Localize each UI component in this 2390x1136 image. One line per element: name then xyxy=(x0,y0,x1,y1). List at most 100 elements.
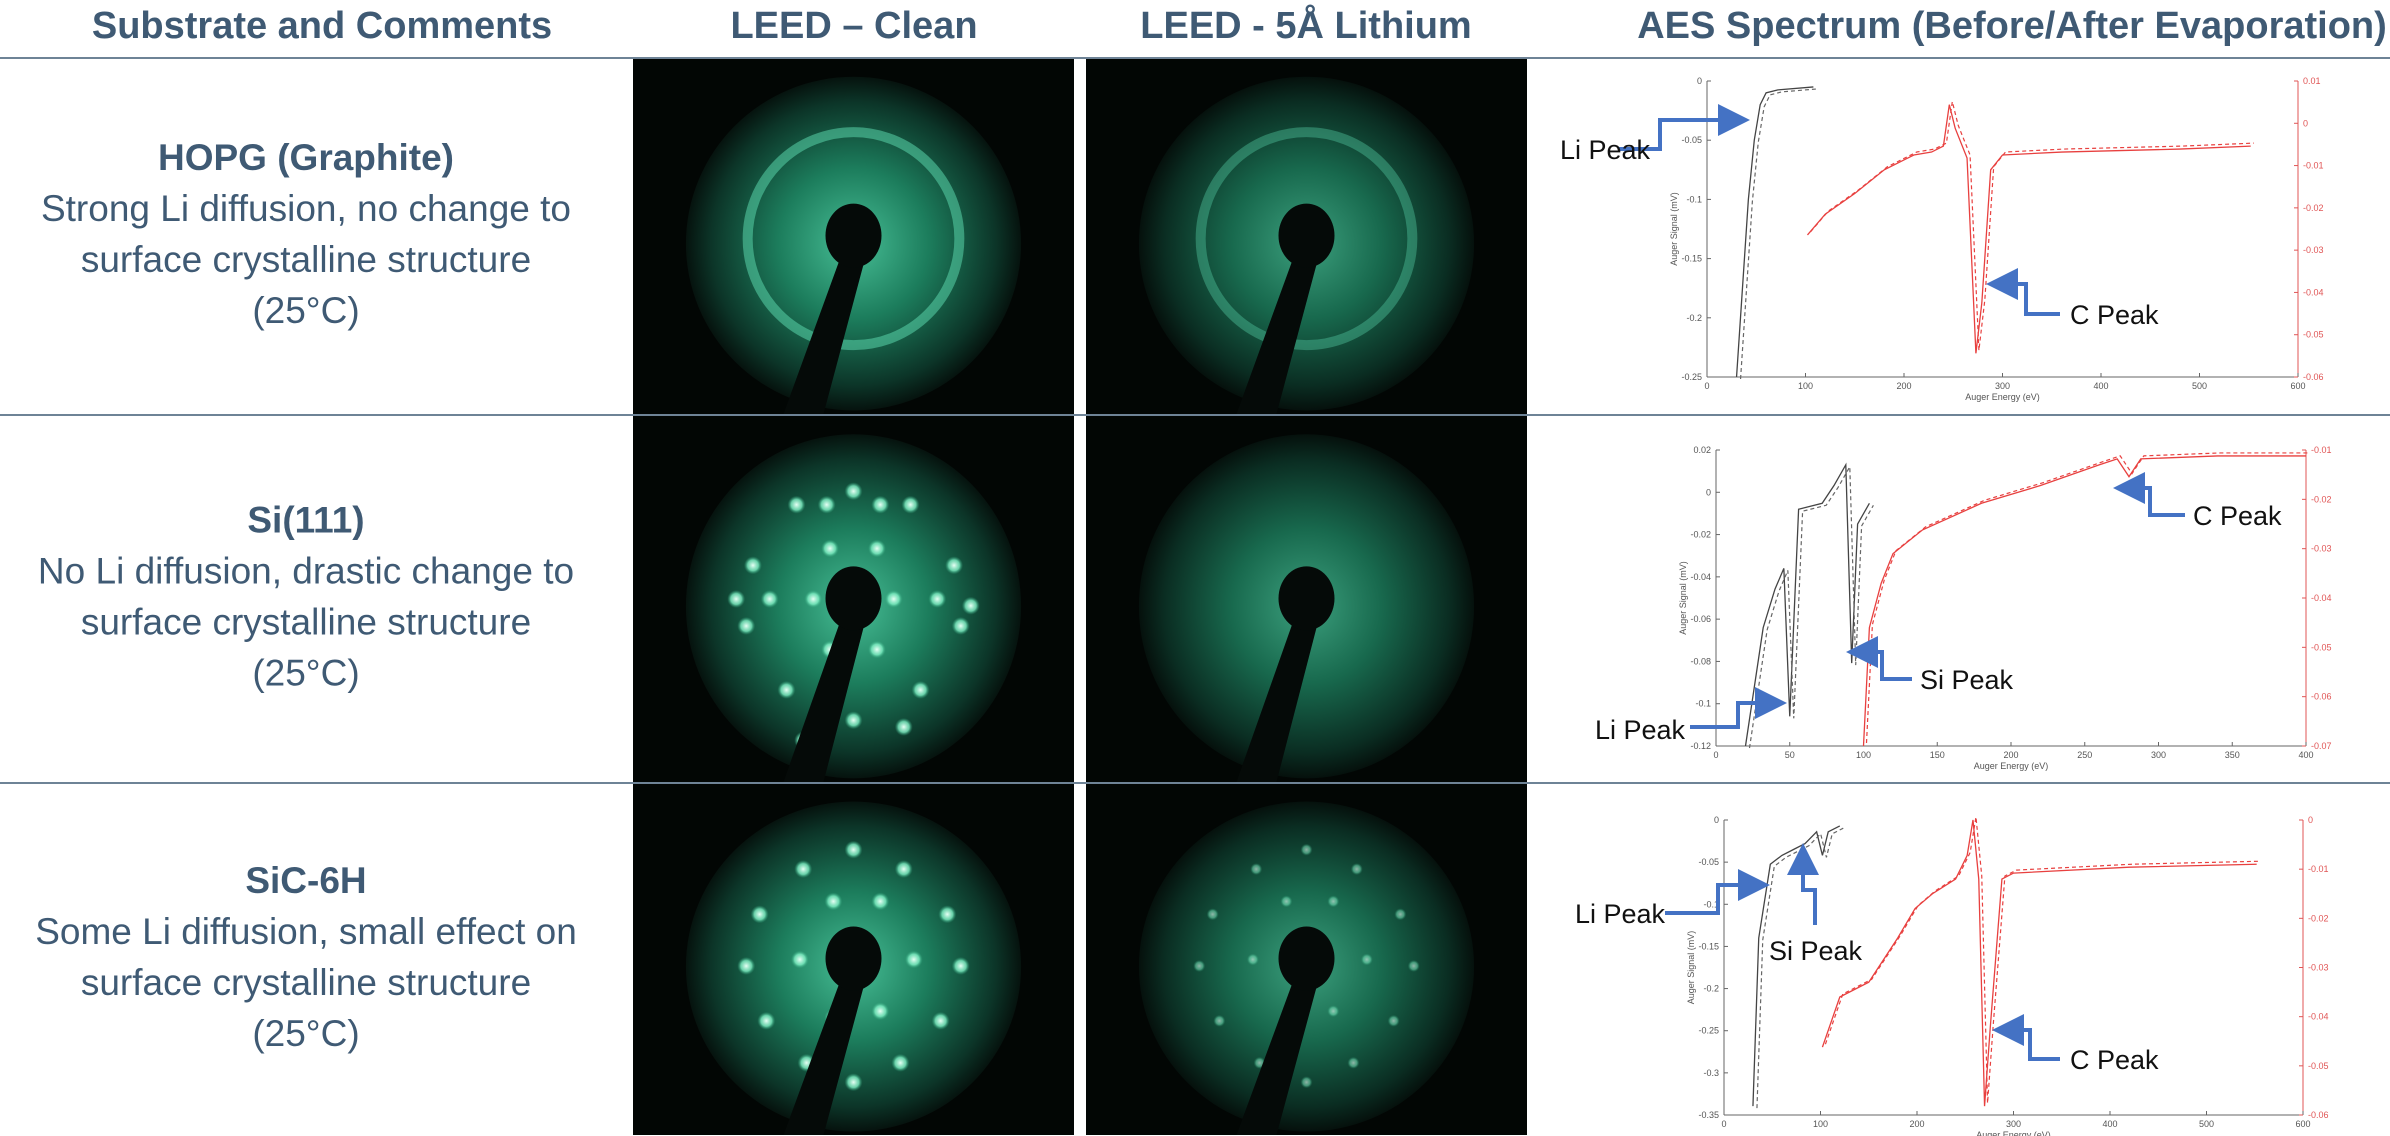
y2-tick-label: 0 xyxy=(2308,815,2313,825)
peak-arrow xyxy=(1858,652,1912,679)
x-tick-label: 300 xyxy=(2006,1119,2021,1129)
leed-spot xyxy=(791,951,809,969)
leed-gun-head xyxy=(826,566,882,630)
y2-tick-label: -0.06 xyxy=(2311,692,2332,702)
leed-spot xyxy=(962,597,980,615)
leed-spot xyxy=(1301,844,1313,856)
y-tick-label: 0 xyxy=(1714,815,1719,825)
substrate-comment: surface crystalline structure xyxy=(81,602,531,643)
substrate-comment: (25°C) xyxy=(252,290,359,331)
substrate-name: HOPG (Graphite) xyxy=(158,137,454,178)
peak-label: C Peak xyxy=(2193,501,2282,531)
y-tick-label: -0.2 xyxy=(1703,984,1719,994)
y2-tick-label: -0.02 xyxy=(2303,203,2324,213)
y-tick-label: -0.15 xyxy=(1681,254,1702,264)
leed-spot xyxy=(932,1012,950,1030)
y-tick-label: -0.3 xyxy=(1703,1068,1719,1078)
leed-gun-head xyxy=(826,204,882,268)
y-tick-label: -0.12 xyxy=(1690,741,1711,751)
y2-tick-label: -0.02 xyxy=(2311,494,2332,504)
y-tick-label: -0.04 xyxy=(1690,572,1711,582)
leed-spot xyxy=(1327,1005,1339,1017)
column-header: Substrate and Comments xyxy=(92,5,552,47)
substrate-name: Si(111) xyxy=(247,500,364,541)
y-tick-label: -0.25 xyxy=(1698,1026,1719,1036)
peak-label: Si Peak xyxy=(1769,936,1863,966)
leed-spot xyxy=(952,957,970,975)
y-tick-label: -0.25 xyxy=(1681,372,1702,382)
leed-spot xyxy=(1247,954,1259,966)
x-tick-label: 200 xyxy=(1896,381,1911,391)
x-tick-label: 200 xyxy=(2003,750,2018,760)
leed-spot xyxy=(885,590,903,608)
leed-spot xyxy=(1280,895,1292,907)
leed-spot xyxy=(737,617,755,635)
y2-tick-label: -0.01 xyxy=(2311,445,2332,455)
leed-spot xyxy=(788,496,806,514)
substrate-comment: (25°C) xyxy=(252,653,359,694)
leed-image xyxy=(633,784,1074,1135)
y-tick-label: 0 xyxy=(1706,487,1711,497)
y-tick-label: -0.1 xyxy=(1695,699,1711,709)
leed-spot xyxy=(845,1073,863,1091)
leed-spot xyxy=(938,905,956,923)
x-tick-label: 50 xyxy=(1785,750,1795,760)
spectrum-after xyxy=(1741,89,1818,379)
y2-tick-label: -0.04 xyxy=(2303,287,2324,297)
leed-spot xyxy=(845,711,863,729)
y2-tick-label: -0.03 xyxy=(2308,963,2329,973)
peak-label: Li Peak xyxy=(1560,135,1651,165)
y-tick-label: -0.1 xyxy=(1686,194,1702,204)
x-tick-label: 400 xyxy=(2093,381,2108,391)
x-axis-label: Auger Energy (eV) xyxy=(1965,392,2040,402)
leed-image xyxy=(1086,416,1527,782)
y-axis-label: Auger Signal (mV) xyxy=(1678,561,1688,635)
peak-label: Li Peak xyxy=(1575,899,1666,929)
x-tick-label: 600 xyxy=(2290,381,2305,391)
leed-spot xyxy=(1351,863,1363,875)
y2-tick-label: -0.05 xyxy=(2303,330,2324,340)
y2-tick-label: -0.06 xyxy=(2303,372,2324,382)
y-tick-label: -0.2 xyxy=(1686,313,1702,323)
x-tick-label: 100 xyxy=(1856,750,1871,760)
y-tick-label: -0.35 xyxy=(1698,1110,1719,1120)
peak-arrow xyxy=(1803,855,1815,925)
leed-spot xyxy=(928,590,946,608)
leed-spot xyxy=(1250,863,1262,875)
leed-spot xyxy=(751,905,769,923)
slide: Substrate and CommentsLEED – CleanLEED -… xyxy=(0,0,2390,1136)
leed-spot xyxy=(757,1012,775,1030)
leed-spot xyxy=(794,860,812,878)
leed-spot xyxy=(1207,908,1219,920)
y-tick-label: -0.05 xyxy=(1698,857,1719,867)
leed-spot xyxy=(761,590,779,608)
page: Substrate and CommentsLEED – CleanLEED -… xyxy=(0,0,2390,1136)
x-axis-label: Auger Energy (eV) xyxy=(1974,761,2049,771)
leed-spot xyxy=(895,860,913,878)
y2-tick-label: 0 xyxy=(2303,118,2308,128)
leed-spot xyxy=(952,617,970,635)
spectrum-after xyxy=(1867,453,2310,743)
leed-gun-head xyxy=(1279,927,1335,991)
spectrum-before xyxy=(1807,105,2250,354)
leed-spot xyxy=(871,1002,889,1020)
x-tick-label: 400 xyxy=(2102,1119,2117,1129)
substrate-comment: (25°C) xyxy=(252,1013,359,1054)
leed-spot xyxy=(1301,1076,1313,1088)
leed-spot xyxy=(871,892,889,910)
peak-label: Si Peak xyxy=(1920,665,2014,695)
y-axis-label: Auger Signal (mV) xyxy=(1686,931,1696,1005)
leed-spot xyxy=(824,892,842,910)
leed-spot xyxy=(1213,1015,1225,1027)
peak-arrow xyxy=(2125,488,2185,515)
y2-tick-label: -0.04 xyxy=(2311,593,2332,603)
leed-gun-head xyxy=(1279,204,1335,268)
x-tick-label: 250 xyxy=(2077,750,2092,760)
x-tick-label: 500 xyxy=(2199,1119,2214,1129)
x-tick-label: 0 xyxy=(1721,1119,1726,1129)
x-tick-label: 350 xyxy=(2225,750,2240,760)
x-tick-label: 500 xyxy=(2192,381,2207,391)
peak-label: C Peak xyxy=(2070,300,2159,330)
spectrum-after xyxy=(1750,467,1874,748)
spectrum-before xyxy=(1737,87,1814,377)
